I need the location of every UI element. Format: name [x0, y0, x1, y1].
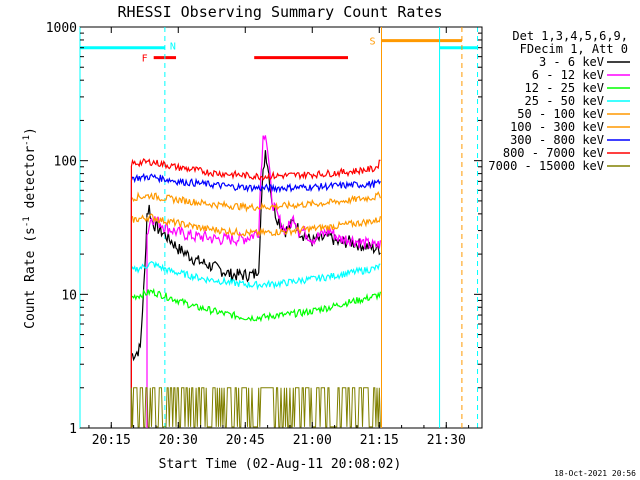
series-line-6-12-kev	[146, 135, 381, 428]
y-tick-label-100: 100	[54, 155, 77, 170]
y-axis-label: Count Rate (s-1 detector-1)	[22, 127, 38, 329]
series-line-7000-15000-kev	[130, 387, 381, 428]
state-bar-label-s: S	[369, 37, 375, 48]
footer-date: 18-Oct-2021 20:56	[554, 469, 636, 478]
series-line-800-7000-kev	[130, 158, 381, 428]
legend-header-line-1: Det 1,3,4,5,6,9,	[512, 29, 628, 43]
legend-label-6-12-kev: 6 - 12 keV	[532, 68, 604, 82]
y-tick-label-10: 10	[61, 288, 77, 303]
x-tick-label-20-45: 20:45	[226, 433, 265, 448]
y-axis-label-end: )	[23, 127, 38, 135]
y-ticks-layer: 1 10 100 1000	[46, 21, 482, 437]
y-axis-label-start: Count Rate (s	[23, 227, 38, 329]
plot-area: F S N 20:15 20:30 20:45 21:00 21:15 21:30 1 10 10…	[46, 21, 483, 448]
series-line-3-6-kev	[130, 150, 381, 428]
x-tick-label-21-00: 21:00	[293, 433, 332, 448]
legend: Det 1,3,4,5,6,9, FDecim 1, Att 0 3 - 6 k…	[488, 29, 630, 173]
series-line-25-50-kev	[130, 260, 381, 428]
vertical-lines-layer	[79, 27, 479, 428]
y-tick-label-1000: 1000	[46, 21, 77, 36]
series-line-100-300-kev	[130, 191, 381, 428]
legend-label-100-300-kev: 100 - 300 keV	[510, 120, 604, 134]
legend-label-3-6-kev: 3 - 6 keV	[539, 55, 604, 69]
state-bar-label-f: F	[142, 54, 148, 65]
y-axis-label-mid: detector	[23, 146, 38, 217]
series-line-50-100-kev	[130, 213, 381, 428]
legend-label-800-7000-kev: 800 - 7000 keV	[503, 146, 604, 160]
x-ticks-layer: 20:15 20:30 20:45 21:00 21:15 21:30	[88, 27, 470, 448]
legend-label-300-800-kev: 300 - 800 keV	[510, 133, 604, 147]
legend-label-7000-15000-kev: 7000 - 15000 keV	[488, 159, 604, 173]
chart-title: RHESSI Observing Summary Count Rates	[117, 3, 442, 21]
state-bars-layer: F S N	[80, 37, 478, 65]
x-axis-label: Start Time (02-Aug-11 20:08:02)	[159, 457, 402, 472]
y-axis-label-sup2: -1	[22, 135, 32, 146]
x-tick-label-20-15: 20:15	[92, 433, 131, 448]
x-tick-label-21-15: 21:15	[360, 433, 399, 448]
series-layer	[130, 135, 381, 428]
x-tick-label-21-30: 21:30	[427, 433, 466, 448]
legend-label-50-100-kev: 50 - 100 keV	[517, 107, 604, 121]
series-line-300-800-kev	[130, 172, 381, 428]
x-tick-label-20-30: 20:30	[159, 433, 198, 448]
y-axis-label-sup1: -1	[22, 216, 32, 227]
legend-header-line-2: FDecim 1, Att 0	[520, 42, 628, 56]
series-line-12-25-kev	[130, 287, 381, 428]
legend-label-25-50-kev: 25 - 50 keV	[525, 94, 604, 108]
legend-label-12-25-kev: 12 - 25 keV	[525, 81, 604, 95]
y-tick-label-1: 1	[69, 422, 77, 437]
marker-label-n: N	[170, 41, 176, 52]
